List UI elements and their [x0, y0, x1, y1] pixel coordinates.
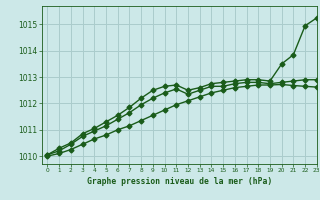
X-axis label: Graphe pression niveau de la mer (hPa): Graphe pression niveau de la mer (hPa) — [87, 177, 272, 186]
